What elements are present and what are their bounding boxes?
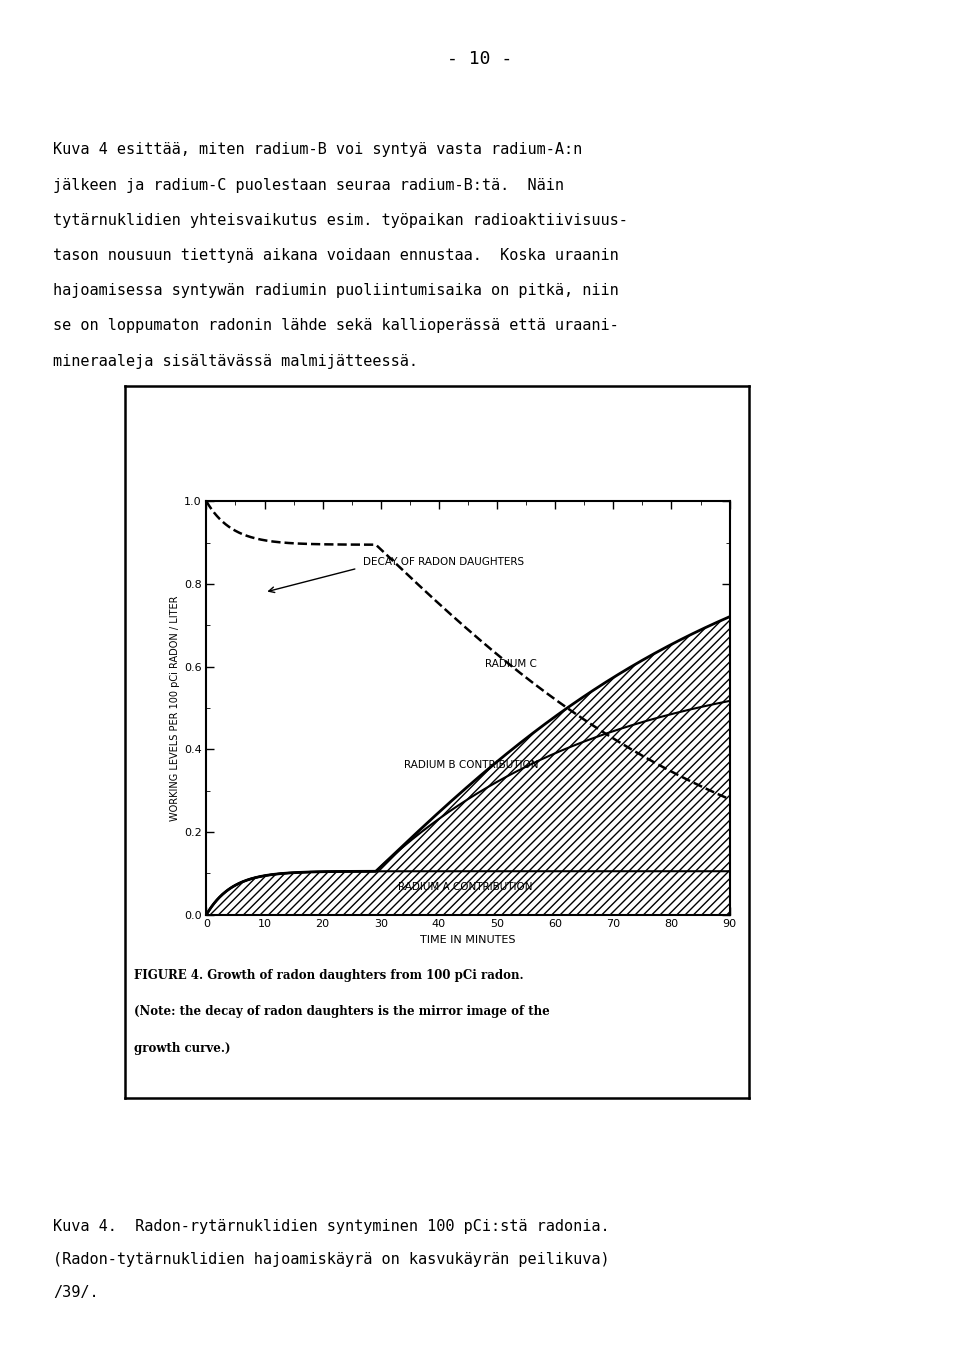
Text: (Note: the decay of radon daughters is the mirror image of the: (Note: the decay of radon daughters is t… [134,1005,550,1019]
Text: tason nousuun tiettynä aikana voidaan ennustaa.  Koska uraanin: tason nousuun tiettynä aikana voidaan en… [53,248,618,263]
Text: RADIUM B CONTRIBUTION: RADIUM B CONTRIBUTION [404,760,539,770]
Text: hajoamisessa syntywän radiumin puoliintumisaika on pitkä, niin: hajoamisessa syntywän radiumin puoliintu… [53,283,618,298]
Text: /39/.: /39/. [53,1285,99,1299]
Text: growth curve.): growth curve.) [134,1042,231,1056]
Y-axis label: WORKING LEVELS PER 100 pCi RADON / LITER: WORKING LEVELS PER 100 pCi RADON / LITER [170,595,180,821]
Text: DECAY OF RADON DAUGHTERS: DECAY OF RADON DAUGHTERS [364,557,524,568]
Text: (Radon-tytärnuklidien hajoamiskäyrä on kasvukäyrän peilikuva): (Radon-tytärnuklidien hajoamiskäyrä on k… [53,1252,610,1267]
X-axis label: TIME IN MINUTES: TIME IN MINUTES [420,935,516,944]
Text: jälkeen ja radium-C puolestaan seuraa radium-B:tä.  Näin: jälkeen ja radium-C puolestaan seuraa ra… [53,178,564,192]
Text: FIGURE 4. Growth of radon daughters from 100 pCi radon.: FIGURE 4. Growth of radon daughters from… [134,969,524,982]
Text: - 10 -: - 10 - [447,50,513,68]
Text: mineraaleja sisältävässä malmijätteessä.: mineraaleja sisältävässä malmijätteessä. [53,354,418,369]
Text: Kuva 4 esittää, miten radium-B voi syntyä vasta radium-A:n: Kuva 4 esittää, miten radium-B voi synty… [53,142,582,157]
Text: RADIUM A CONTRIBUTION: RADIUM A CONTRIBUTION [398,882,533,892]
Text: se on loppumaton radonin lähde sekä kallioperässä että uraani-: se on loppumaton radonin lähde sekä kall… [53,318,618,333]
Text: RADIUM C: RADIUM C [486,659,538,668]
Text: Kuva 4.  Radon-rytärnuklidien syntyminen 100 pCi:stä radonia.: Kuva 4. Radon-rytärnuklidien syntyminen … [53,1220,610,1234]
Text: tytärnuklidien yhteisvaikutus esim. työpaikan radioaktiivisuus-: tytärnuklidien yhteisvaikutus esim. työp… [53,213,628,228]
